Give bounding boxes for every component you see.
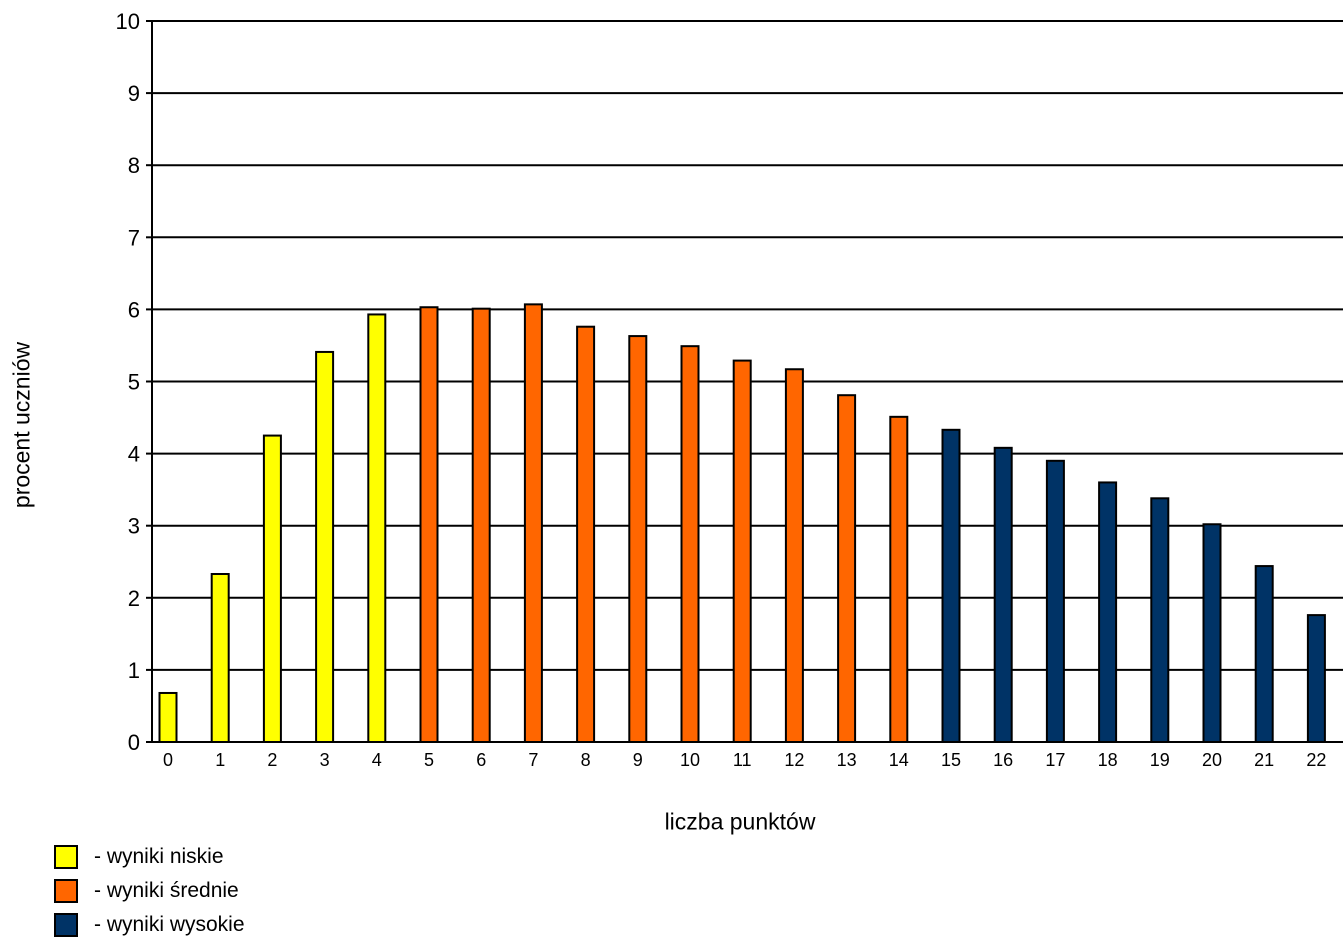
legend-swatch-high bbox=[54, 913, 78, 937]
x-tick-label: 11 bbox=[733, 750, 752, 770]
y-tick-label: 9 bbox=[128, 81, 140, 106]
bar-18 bbox=[1098, 481, 1118, 743]
bar-0 bbox=[158, 691, 178, 743]
bar-11 bbox=[732, 359, 752, 743]
legend-item-mid: - wyniki średnie bbox=[54, 874, 245, 908]
y-tick-label: 10 bbox=[116, 9, 140, 34]
x-tick-label: 13 bbox=[837, 750, 857, 770]
x-axis-label: liczba punktów bbox=[664, 808, 816, 835]
x-tick-label: 10 bbox=[680, 750, 700, 770]
x-tick-label: 15 bbox=[941, 750, 961, 770]
y-tick-labels: 0 1 2 3 4 5 6 7 8 9 10 bbox=[116, 9, 140, 755]
legend: - wyniki niskie - wyniki średnie - wynik… bbox=[54, 840, 245, 942]
x-tick-label: 0 bbox=[163, 750, 173, 770]
bar-17 bbox=[1045, 459, 1065, 743]
bar-12 bbox=[784, 368, 804, 743]
x-tick-label: 2 bbox=[267, 750, 277, 770]
y-tick-label: 0 bbox=[128, 730, 140, 755]
axes bbox=[146, 20, 1343, 743]
bar-7 bbox=[523, 303, 543, 743]
legend-label-high: - wyniki wysokie bbox=[94, 913, 245, 936]
y-tick-label: 2 bbox=[128, 586, 140, 611]
legend-label-mid: - wyniki średnie bbox=[94, 879, 239, 902]
legend-item-high: - wyniki wysokie bbox=[54, 908, 245, 942]
x-tick-label: 12 bbox=[784, 750, 804, 770]
legend-swatch-low bbox=[54, 845, 78, 869]
x-tick-label: 6 bbox=[476, 750, 486, 770]
x-tick-label: 4 bbox=[372, 750, 382, 770]
x-tick-label: 14 bbox=[889, 750, 909, 770]
bar-6 bbox=[471, 307, 491, 743]
bars bbox=[158, 303, 1326, 744]
y-tick-label: 4 bbox=[128, 442, 140, 467]
bar-2 bbox=[262, 434, 282, 743]
x-tick-label: 1 bbox=[215, 750, 225, 770]
x-tick-label: 21 bbox=[1254, 750, 1274, 770]
y-tick-label: 7 bbox=[128, 225, 140, 250]
x-tick-labels: 0 1 2 3 4 5 6 7 8 9 10 11 12 13 14 15 16 17 18 19 20 21 22 bbox=[163, 750, 1326, 770]
x-tick-label: 8 bbox=[581, 750, 591, 770]
y-tick-label: 1 bbox=[128, 658, 140, 683]
bar-15 bbox=[941, 428, 961, 743]
x-tick-label: 3 bbox=[320, 750, 330, 770]
bar-9 bbox=[628, 335, 648, 743]
legend-label-low: - wyniki niskie bbox=[94, 845, 224, 868]
bar-21 bbox=[1254, 565, 1274, 743]
x-tick-label: 16 bbox=[993, 750, 1013, 770]
x-tick-label: 9 bbox=[633, 750, 643, 770]
x-tick-label: 7 bbox=[528, 750, 538, 770]
bar-10 bbox=[680, 345, 700, 743]
x-tick-label: 20 bbox=[1202, 750, 1222, 770]
x-tick-label: 5 bbox=[424, 750, 434, 770]
y-tick-label: 5 bbox=[128, 370, 140, 395]
legend-swatch-mid bbox=[54, 879, 78, 903]
y-tick-label: 6 bbox=[128, 297, 140, 322]
x-tick-label: 18 bbox=[1098, 750, 1118, 770]
bar-14 bbox=[889, 415, 909, 743]
bar-8 bbox=[576, 325, 596, 743]
bar-4 bbox=[367, 313, 387, 743]
bar-3 bbox=[315, 350, 335, 743]
bar-5 bbox=[419, 306, 439, 743]
bar-20 bbox=[1202, 523, 1222, 743]
bar-13 bbox=[837, 394, 857, 743]
y-tick-label: 3 bbox=[128, 514, 140, 539]
bar-19 bbox=[1150, 497, 1170, 743]
bar-22 bbox=[1306, 614, 1326, 743]
x-tick-label: 19 bbox=[1150, 750, 1170, 770]
x-tick-label: 22 bbox=[1306, 750, 1326, 770]
bar-1 bbox=[210, 573, 230, 744]
y-tick-label: 8 bbox=[128, 153, 140, 178]
y-axis-label: procent uczniów bbox=[8, 341, 35, 509]
legend-item-low: - wyniki niskie bbox=[54, 840, 245, 874]
x-tick-label: 17 bbox=[1045, 750, 1065, 770]
bar-16 bbox=[993, 446, 1013, 743]
